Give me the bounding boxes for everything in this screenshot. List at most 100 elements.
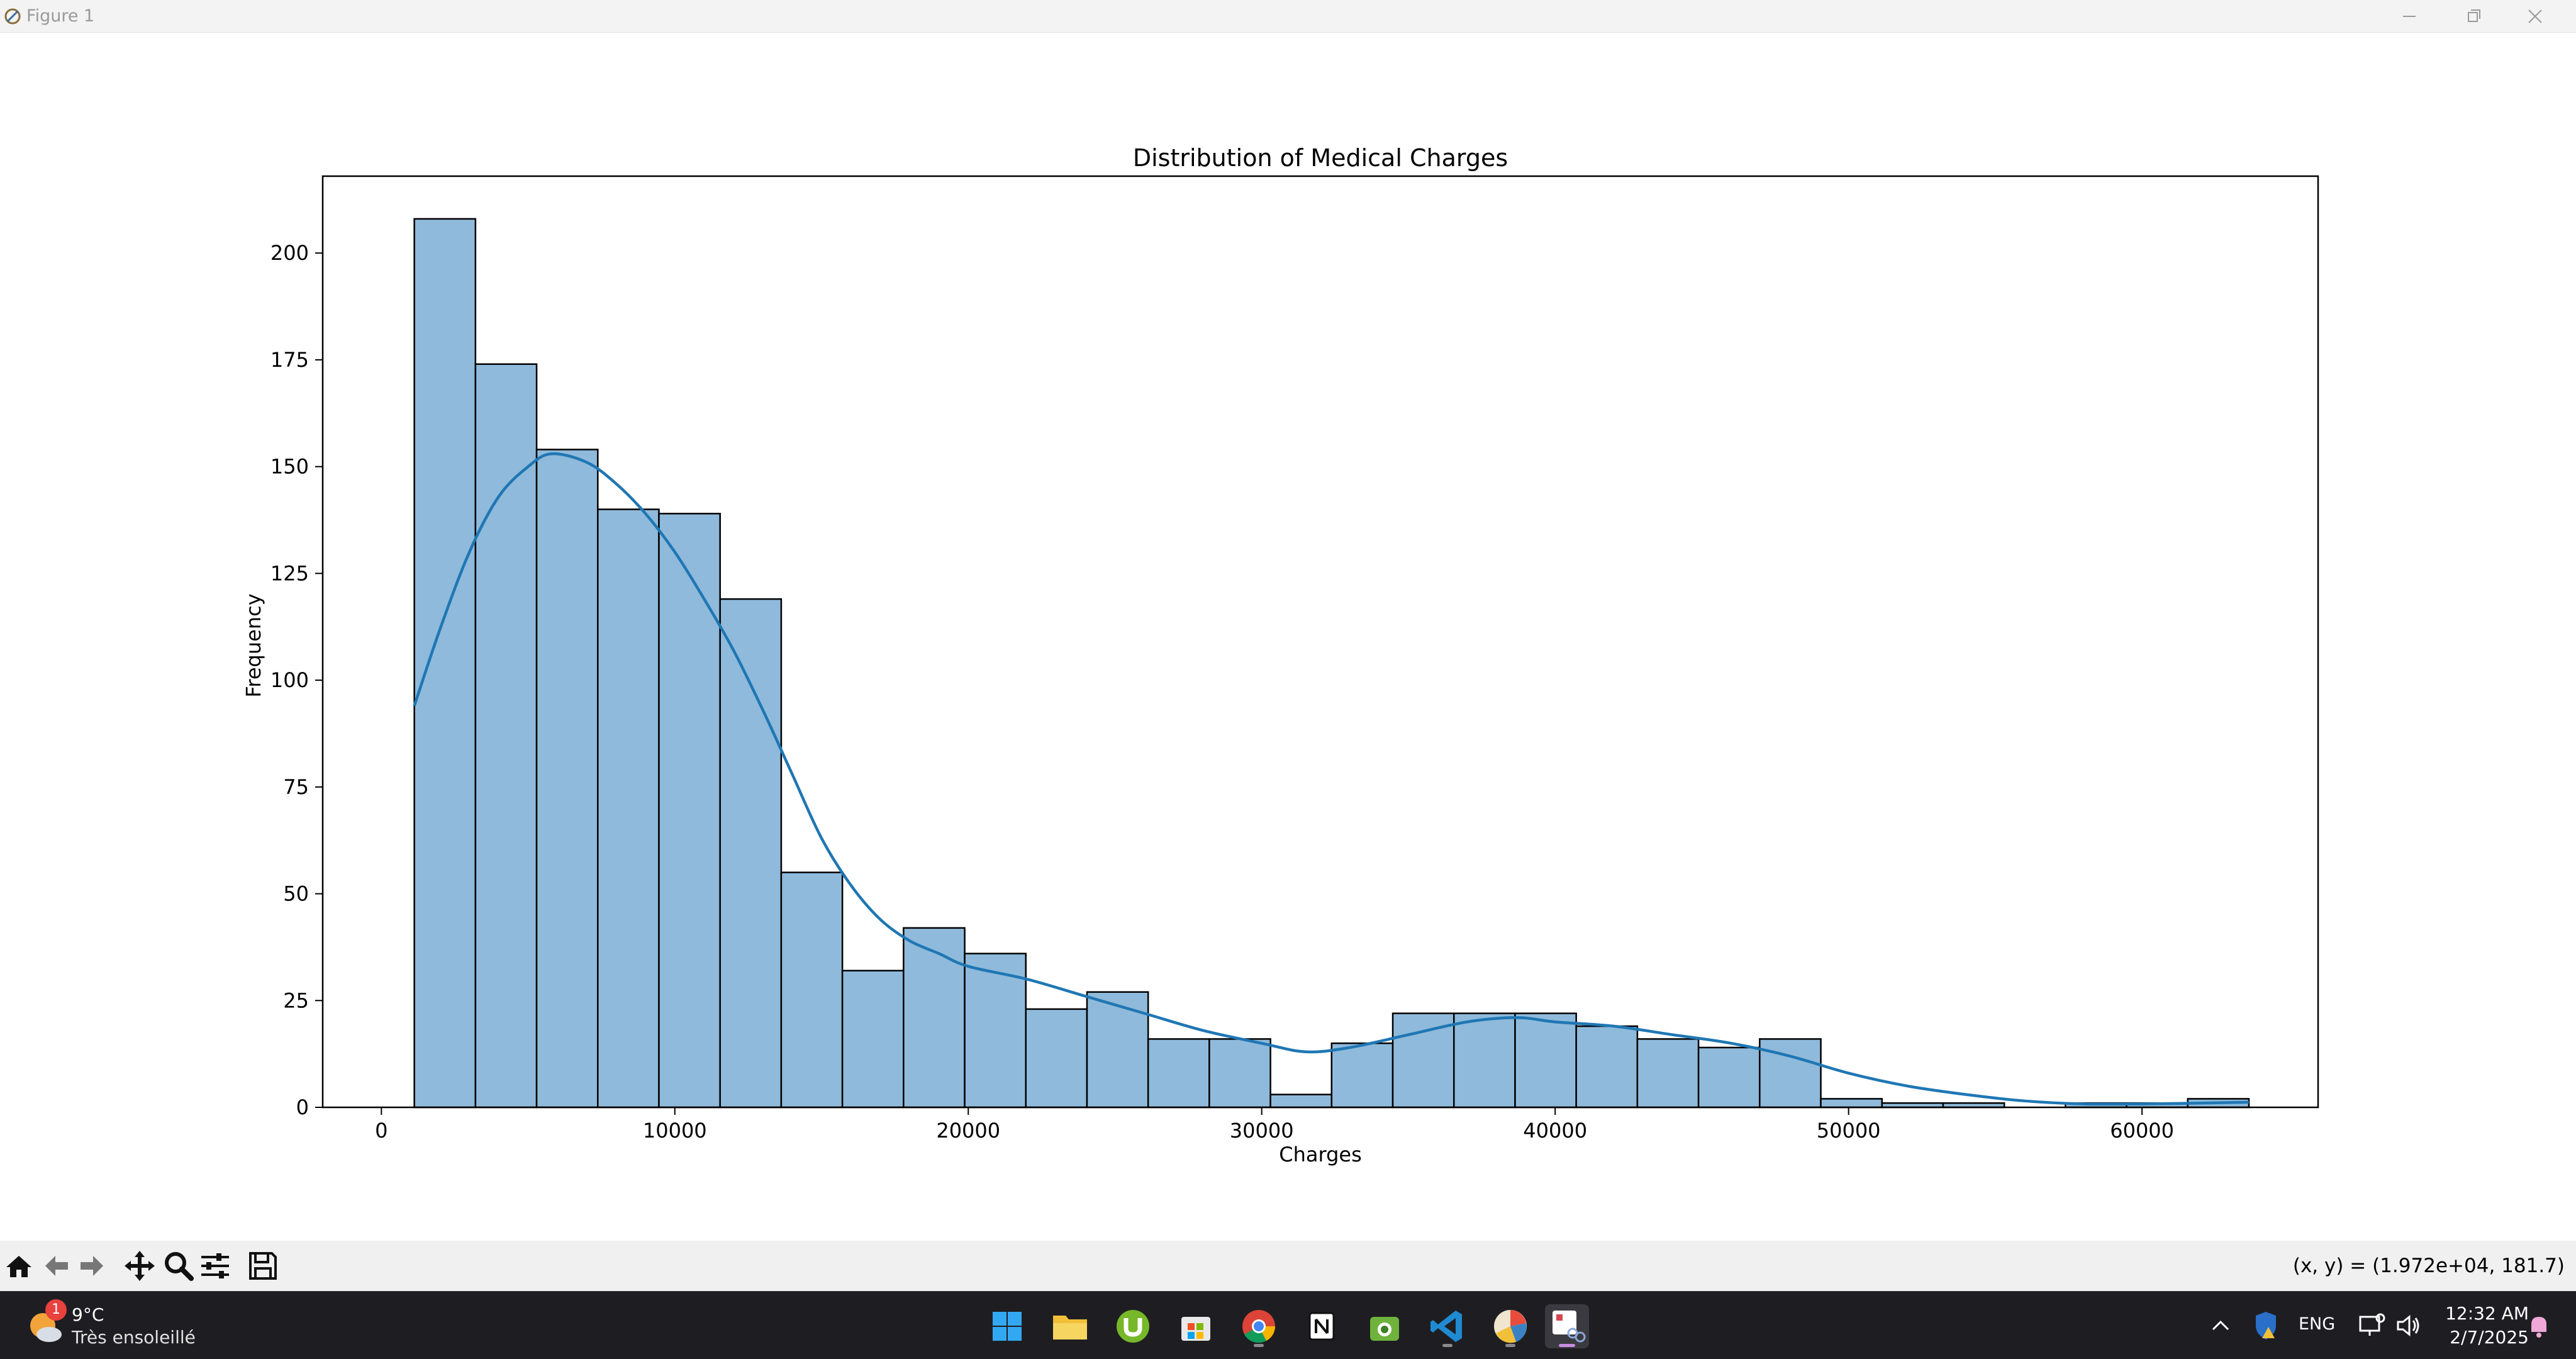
histogram-bar: [964, 953, 1027, 1109]
subplots-config-icon[interactable]: [198, 1248, 233, 1284]
clock-time: 12:32 AM: [2445, 1303, 2529, 1324]
histogram-bar: [1086, 991, 1149, 1109]
weather-temperature: 9°C: [72, 1304, 104, 1325]
histogram-bar: [597, 508, 660, 1109]
coordinate-readout: (x, y) = (1.972e+04, 181.7): [2292, 1255, 2565, 1277]
taskbar-file-explorer[interactable]: [1048, 1304, 1092, 1348]
histogram-bar: [1452, 1012, 1516, 1109]
histogram-bar: [1759, 1038, 1822, 1109]
y-tick-label: 50: [283, 882, 309, 906]
y-axis-ticks: 0 25 50 75 100 125 150 175 200: [270, 241, 323, 1119]
histogram-bar: [719, 598, 783, 1109]
chevron-up-icon[interactable]: [2208, 1313, 2233, 1338]
histogram-bar: [535, 449, 599, 1109]
running-indicator: [1254, 1344, 1264, 1347]
histogram-bar: [1147, 1038, 1210, 1109]
security-shield-icon[interactable]: [2252, 1311, 2280, 1341]
save-icon[interactable]: [245, 1248, 281, 1284]
notion-icon: [1308, 1312, 1335, 1341]
plot-frame: [321, 175, 2319, 1109]
notification-bell-icon[interactable]: [2525, 1312, 2553, 1339]
taskbar-microsoft-store[interactable]: [1174, 1304, 1218, 1348]
taskbar-chrome[interactable]: [1237, 1304, 1281, 1348]
x-axis-label: Charges: [1279, 1143, 1362, 1166]
histogram-bar: [1575, 1025, 1639, 1109]
notification-badge: 1: [45, 1299, 67, 1321]
histogram-bar: [413, 218, 477, 1109]
microsoft-store-icon: [1181, 1317, 1210, 1341]
histogram-bar: [1820, 1098, 1883, 1109]
restore-button[interactable]: [2441, 0, 2504, 33]
y-tick-label: 175: [270, 348, 309, 372]
taskbar-notion[interactable]: [1300, 1304, 1344, 1348]
pan-icon[interactable]: [122, 1248, 157, 1284]
vscode-icon: [1430, 1311, 1462, 1342]
utorrent-icon: [1117, 1310, 1149, 1343]
histogram-bar: [1697, 1046, 1761, 1109]
bars-layer: [413, 218, 2250, 1109]
x-tick-label: 50000: [1817, 1119, 1881, 1143]
histogram-bar: [658, 513, 721, 1109]
y-tick-label: 25: [283, 988, 309, 1012]
y-tick-label: 150: [270, 455, 309, 479]
window-title: Figure 1: [26, 6, 95, 26]
y-tick-label: 0: [296, 1095, 309, 1119]
chart-title: Distribution of Medical Charges: [1133, 144, 1508, 172]
y-tick-label: 75: [283, 775, 309, 799]
histogram-bar: [1269, 1093, 1333, 1109]
taskbar: 1 9°C Très ensoleillé: [0, 1291, 2576, 1359]
running-indicator: [1559, 1344, 1575, 1347]
y-tick-label: 125: [270, 561, 309, 585]
taskbar-snipping-tool[interactable]: [1545, 1304, 1589, 1348]
histogram-bar: [841, 970, 905, 1109]
histogram-bar: [1025, 1008, 1088, 1109]
histogram-bar: [780, 871, 844, 1109]
chrome-icon: [1242, 1310, 1275, 1343]
x-tick-label: 20000: [936, 1119, 1000, 1143]
weather-description: Très ensoleillé: [72, 1327, 196, 1348]
histogram-chart: 0 10000 20000 30000 40000 50000 60000 0 25 50 75 1…: [242, 144, 2319, 1166]
y-tick-label: 200: [270, 241, 309, 265]
minimize-icon: [2403, 16, 2416, 17]
clock-date: 2/7/2025: [2450, 1327, 2529, 1348]
close-icon: [2528, 9, 2542, 23]
file-explorer-icon: [1053, 1316, 1087, 1339]
x-tick-label: 40000: [1523, 1119, 1587, 1143]
running-indicator: [1442, 1344, 1452, 1347]
matplotlib-app-icon: [4, 8, 21, 25]
histogram-bar: [1514, 1012, 1577, 1109]
histogram-bar: [1330, 1042, 1394, 1109]
back-arrow-icon[interactable]: [39, 1248, 74, 1284]
zoom-icon[interactable]: [161, 1248, 196, 1284]
histogram-bar: [1208, 1038, 1271, 1109]
restore-icon: [2468, 9, 2480, 22]
sun-cloud-icon: [30, 1313, 62, 1342]
taskbar-android-studio[interactable]: [1363, 1304, 1407, 1348]
y-axis-label: Frequency: [242, 593, 265, 697]
x-tick-label: 10000: [643, 1119, 707, 1143]
taskbar-vscode[interactable]: [1425, 1304, 1469, 1348]
figure-canvas[interactable]: 0 10000 20000 30000 40000 50000 60000 0 25 50 75 1…: [0, 33, 2576, 1241]
windows-start-icon: [993, 1312, 1022, 1341]
snipping-tool-icon: [1553, 1311, 1586, 1343]
language-indicator[interactable]: ENG: [2299, 1314, 2336, 1334]
home-icon[interactable]: [1, 1248, 36, 1284]
windows-start-button[interactable]: [985, 1304, 1029, 1348]
window-titlebar: Figure 1: [0, 0, 2576, 33]
android-studio-icon: [1370, 1317, 1399, 1341]
minimize-button[interactable]: [2378, 0, 2441, 33]
histogram-bar: [474, 363, 538, 1109]
taskbar-utorrent[interactable]: [1111, 1304, 1155, 1348]
close-button[interactable]: [2510, 0, 2573, 33]
volume-icon[interactable]: [2394, 1312, 2422, 1339]
histogram-bar: [903, 927, 966, 1109]
forward-arrow-icon[interactable]: [74, 1248, 109, 1284]
navigation-toolbar: (x, y) = (1.972e+04, 181.7): [0, 1241, 2576, 1291]
histogram-bar: [1636, 1038, 1700, 1109]
taskbar-colors-app[interactable]: [1488, 1304, 1532, 1348]
x-tick-label: 30000: [1230, 1119, 1294, 1143]
y-tick-label: 100: [270, 668, 309, 692]
x-tick-label: 0: [375, 1119, 388, 1143]
kde-curve: [413, 452, 2250, 1106]
network-icon[interactable]: [2358, 1312, 2385, 1339]
